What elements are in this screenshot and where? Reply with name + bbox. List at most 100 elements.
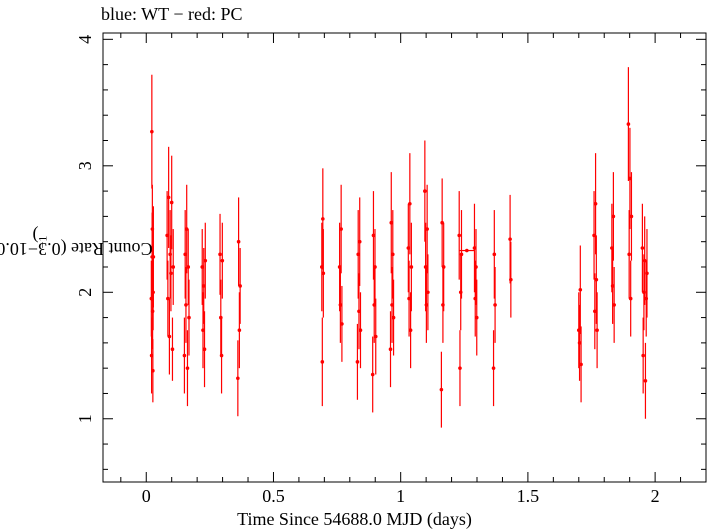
x-tick-label: 2	[651, 486, 660, 506]
data-point	[371, 233, 376, 238]
chart-title: blue: WT − red: PC	[101, 4, 243, 24]
data-point	[508, 237, 512, 241]
data-point	[595, 328, 599, 333]
data-point	[390, 303, 394, 307]
data-point	[166, 296, 170, 301]
data-point	[408, 201, 412, 206]
data-point	[151, 368, 155, 373]
data-point	[355, 360, 360, 364]
data-point	[641, 353, 645, 358]
x-tick-label: 0.5	[262, 486, 285, 506]
data-point	[238, 284, 242, 288]
data-point	[389, 220, 394, 225]
data-point	[407, 296, 411, 301]
y-tick-label: 1	[75, 414, 95, 423]
data-point	[218, 252, 222, 257]
data-point	[509, 277, 513, 282]
data-point	[439, 387, 444, 392]
data-point	[151, 255, 156, 259]
data-point	[220, 258, 225, 263]
axis-ticks	[103, 33, 707, 482]
data-point	[373, 265, 377, 269]
data-point	[356, 252, 360, 257]
data-point	[169, 200, 174, 205]
data-point	[640, 246, 645, 250]
data-point	[592, 233, 596, 238]
axis-tick-labels: 0 0.5 1 1.5 2 1 2 3 4	[75, 35, 660, 506]
data-point	[236, 239, 241, 244]
data-point	[186, 265, 191, 269]
x-axis-label: Time Since 54688.0 MJD (days)	[237, 509, 472, 529]
data-point	[493, 303, 497, 307]
data-point	[373, 334, 378, 339]
data-point	[626, 122, 631, 126]
data-point	[237, 328, 242, 333]
data-point	[390, 252, 395, 257]
data-point	[472, 246, 477, 250]
data-point	[185, 366, 190, 370]
data-point	[339, 227, 343, 231]
data-point	[594, 277, 599, 282]
data-point	[184, 227, 189, 231]
data-point	[357, 309, 361, 314]
data-point	[408, 328, 413, 333]
data-point	[219, 353, 224, 358]
data-point	[426, 290, 430, 295]
data-point	[610, 284, 615, 288]
data-point	[628, 296, 633, 301]
data-point	[236, 376, 240, 381]
data-point	[627, 252, 631, 257]
data-point	[612, 303, 616, 307]
data-point	[338, 303, 343, 307]
data-point	[165, 233, 169, 238]
data-point	[579, 362, 583, 367]
data-point	[458, 366, 462, 370]
data-point	[169, 271, 173, 276]
data-point	[150, 129, 154, 134]
data-point	[182, 353, 187, 358]
data-point	[611, 214, 616, 219]
data-point	[202, 347, 207, 351]
data-point	[492, 252, 497, 257]
x-tick-label: 1.5	[517, 486, 540, 506]
data-point	[200, 265, 205, 269]
data-point	[628, 176, 632, 181]
data-point	[183, 252, 187, 257]
data-point	[391, 315, 396, 320]
data-point	[577, 341, 582, 345]
data-point	[167, 334, 172, 339]
data-point	[474, 315, 479, 320]
data-point	[441, 265, 446, 269]
data-point	[457, 233, 462, 238]
data-point	[321, 217, 325, 221]
data-point	[440, 220, 444, 225]
plot-frame	[102, 32, 707, 483]
data-point	[409, 265, 414, 269]
data-point	[593, 201, 598, 206]
data-point	[201, 328, 205, 333]
data-point	[171, 265, 176, 269]
data-point	[203, 258, 208, 263]
y-tick-label: 3	[75, 161, 95, 170]
data-point	[170, 347, 175, 351]
data-point	[423, 189, 427, 193]
data-point	[465, 248, 469, 253]
data-point	[645, 271, 649, 276]
data-point	[424, 303, 429, 307]
data-point	[629, 214, 634, 219]
data-point	[357, 239, 362, 244]
data-point	[358, 328, 363, 333]
data-point	[320, 360, 325, 364]
data-point	[474, 265, 478, 269]
y-tick-label: 2	[75, 288, 95, 297]
data-point	[321, 271, 326, 276]
data-point	[187, 315, 191, 320]
y-tick-label: 4	[75, 35, 95, 44]
data-point	[643, 379, 648, 383]
data-point	[388, 347, 393, 351]
data-point	[340, 322, 344, 326]
data-point	[425, 227, 429, 231]
data-point	[184, 303, 188, 307]
data-series-pc	[149, 67, 649, 428]
